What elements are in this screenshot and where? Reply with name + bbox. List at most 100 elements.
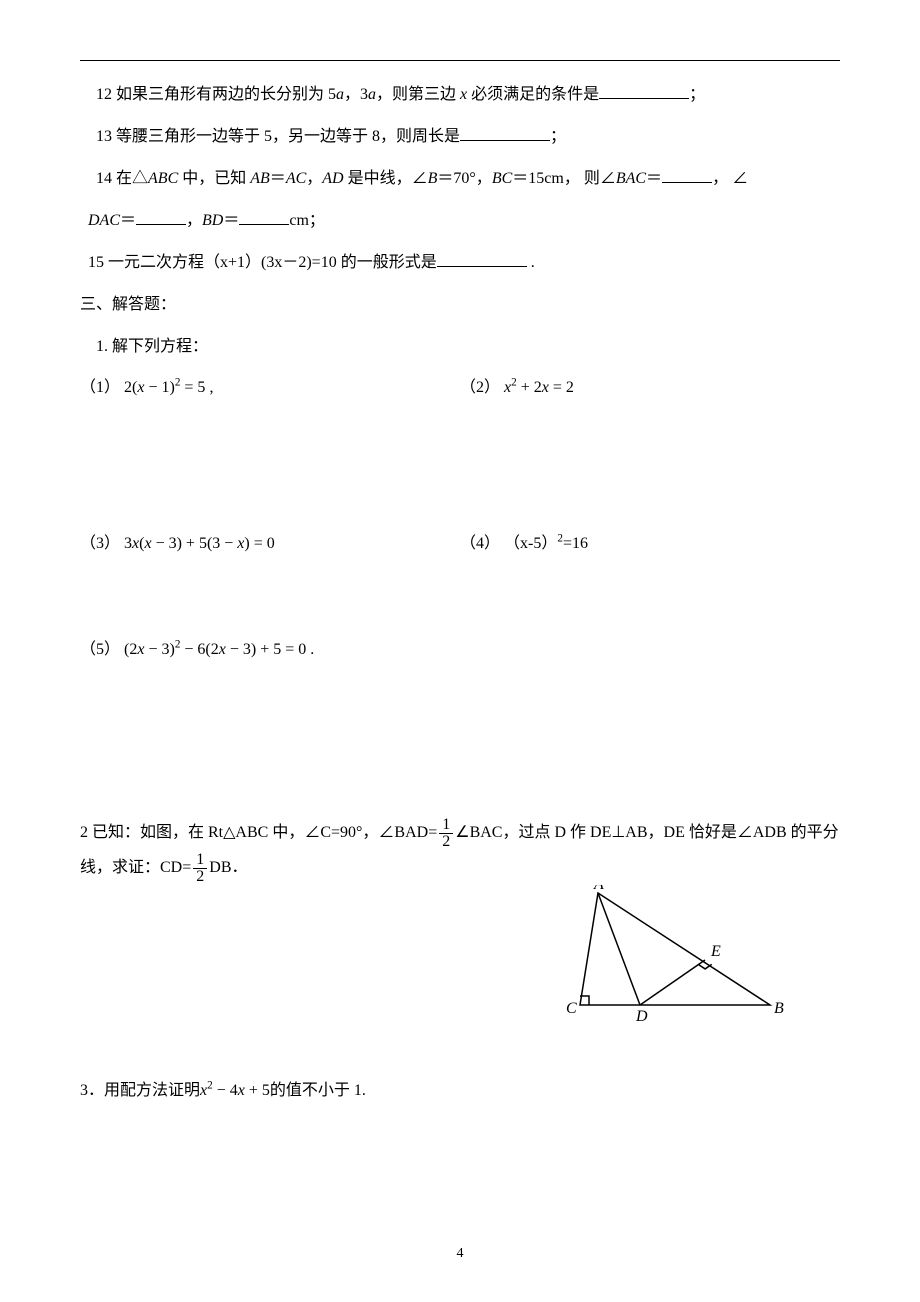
eq2-expr: x2 + 2x = 2 <box>504 379 574 396</box>
q2-frac1-num: 1 <box>439 817 453 833</box>
q12-blank <box>599 82 689 99</box>
equation-5-right-empty <box>460 635 840 659</box>
eq5-tail: . <box>306 641 314 658</box>
equation-5: （5） (2x − 3)2 − 6(2x − 3) + 5 = 0 . <box>80 635 460 659</box>
q13-blank <box>460 124 550 141</box>
q14-blank3 <box>239 208 289 225</box>
q3-p2: 的值不小于 1. <box>270 1082 366 1099</box>
q15-tail: . <box>527 254 535 271</box>
q14-ac: AC <box>286 170 306 187</box>
question-14-line1: 14 在△ABC 中，已知 AB＝AC，AD 是中线，∠B＝70°，BC＝15c… <box>80 163 840 195</box>
q14-eq1: ＝ <box>270 170 286 187</box>
q12-tail: ； <box>689 86 705 103</box>
q14-ab: AB <box>250 170 270 187</box>
q14-p3: ， <box>306 170 322 187</box>
line-de <box>640 960 705 1005</box>
page-number: 4 <box>0 1246 920 1262</box>
q2-frac1-den: 2 <box>439 833 453 850</box>
question-2: 2 已知：如图，在 Rt△ABC 中，∠C=90°，∠BAD=12∠BAC，过点… <box>80 815 840 885</box>
q2-p4: DB． <box>209 859 247 876</box>
q3-expr: x2 − 4x + 5 <box>200 1082 270 1099</box>
eq5-expr: (2x − 3)2 − 6(2x − 3) + 5 = 0 <box>124 641 306 658</box>
svg-text:E: E <box>710 943 721 960</box>
svg-text:B: B <box>774 1000 784 1017</box>
q2-p2: ∠BAC，过点 D 作 DE⊥AB，DE 恰好是∠ADB 的平分 <box>455 824 838 841</box>
q2-frac1: 12 <box>439 817 453 850</box>
q14-blank2 <box>136 208 186 225</box>
right-angle-e <box>698 965 711 970</box>
question-12: 12 如果三角形有两边的长分别为 5a，3a，则第三边 x 必须满足的条件是； <box>80 79 840 111</box>
q3-p1: 3．用配方法证明 <box>80 1082 200 1099</box>
equation-row-1: （1） 2(x − 1)2 = 5 , （2） x2 + 2x = 2 <box>80 373 840 397</box>
q14-ad: AD <box>322 170 343 187</box>
q14-bd: BD <box>202 212 223 229</box>
q12-text-3: ，则第三边 <box>376 86 460 103</box>
equation-1: （1） 2(x − 1)2 = 5 , <box>80 373 460 397</box>
q14-p6: ＝15cm， 则∠ <box>512 170 616 187</box>
equation-row-2: （3） 3x(x − 3) + 5(3 − x) = 0 （4） （x-5）2=… <box>80 529 840 553</box>
q14-p10: ， <box>186 212 202 229</box>
vspace-2 <box>80 559 840 629</box>
q2-frac2-den: 2 <box>193 868 207 885</box>
eq2-label: （2） <box>460 379 504 396</box>
q14-cm: cm； <box>289 212 325 229</box>
q14-p7: ＝ <box>646 170 662 187</box>
q2-frac2: 12 <box>193 852 207 885</box>
eq1-tail: , <box>205 379 213 396</box>
q12-a1: a <box>336 86 344 103</box>
q14-bc: BC <box>492 170 512 187</box>
eq3-label: （3） <box>80 535 120 552</box>
q2-p1: 2 已知：如图，在 Rt△ABC 中，∠C=90°，∠BAD= <box>80 824 437 841</box>
question-15: 15 一元二次方程（x+1）(3x－2)=10 的一般形式是 . <box>80 247 840 279</box>
q14-p5: ＝70°， <box>437 170 491 187</box>
vspace-3 <box>80 665 840 805</box>
question-13: 13 等腰三角形一边等于 5，另一边等于 8，则周长是 ； <box>80 121 840 153</box>
equation-3: （3） 3x(x − 3) + 5(3 − x) = 0 <box>80 529 460 553</box>
eq1-expr: 2(x − 1)2 = 5 <box>124 379 205 396</box>
q14-p9: ＝ <box>120 212 136 229</box>
section-3-sub1: 1. 解下列方程： <box>80 331 840 363</box>
q14-dac: DAC <box>88 212 120 229</box>
q14-abc: ABC <box>148 170 178 187</box>
q2-p3: 线，求证：CD= <box>80 859 191 876</box>
q14-p1: 14 在△ <box>96 170 148 187</box>
svg-text:A: A <box>593 885 604 893</box>
section-3-title: 三、解答题： <box>80 289 840 321</box>
q13-text: 13 等腰三角形一边等于 5，另一边等于 8，则周长是 <box>96 128 460 145</box>
q14-p11: ＝ <box>223 212 239 229</box>
question-3: 3．用配方法证明x2 − 4x + 5的值不小于 1. <box>80 1075 840 1107</box>
equation-row-3: （5） (2x − 3)2 − 6(2x − 3) + 5 = 0 . <box>80 635 840 659</box>
equation-2: （2） x2 + 2x = 2 <box>460 373 840 397</box>
q15-blank <box>437 250 527 267</box>
q14-b: B <box>428 170 438 187</box>
q14-p8: ， ∠ <box>712 170 748 187</box>
line-ad <box>598 893 640 1005</box>
eq3-expr: 3x(x − 3) + 5(3 − x) = 0 <box>124 535 275 552</box>
q13-tail: ； <box>550 128 566 145</box>
q12-text-1: 12 如果三角形有两边的长分别为 5 <box>96 86 336 103</box>
q14-p4: 是中线，∠ <box>344 170 428 187</box>
q15-text: 15 一元二次方程（x+1）(3x－2)=10 的一般形式是 <box>88 254 437 271</box>
top-rule <box>80 60 840 61</box>
question-14-line2: DAC＝，BD＝cm； <box>80 205 840 237</box>
equation-4: （4） （x-5）2=16 <box>460 529 840 553</box>
svg-text:D: D <box>635 1008 648 1025</box>
q12-text-4: 必须满足的条件是 <box>467 86 599 103</box>
page: 12 如果三角形有两边的长分别为 5a，3a，则第三边 x 必须满足的条件是； … <box>0 0 920 1302</box>
vspace-1 <box>80 403 840 523</box>
q12-text-2: ，3 <box>344 86 368 103</box>
eq5-label: （5） <box>80 641 120 658</box>
q12-a2: a <box>368 86 376 103</box>
triangle-labels: A C B D E <box>566 885 784 1025</box>
figure-wrap: A C B D E <box>80 885 840 1035</box>
q2-frac2-num: 1 <box>193 852 207 868</box>
triangle-outline <box>580 893 770 1005</box>
eq4-label: （4） <box>460 535 500 552</box>
triangle-figure: A C B D E <box>550 885 800 1035</box>
svg-text:C: C <box>566 1000 577 1017</box>
q14-blank1 <box>662 166 712 183</box>
q14-p2: 中，已知 <box>178 170 250 187</box>
eq1-label: （1） <box>80 379 120 396</box>
q14-bac: BAC <box>616 170 646 187</box>
eq4-expr: （x-5）2=16 <box>504 535 588 552</box>
